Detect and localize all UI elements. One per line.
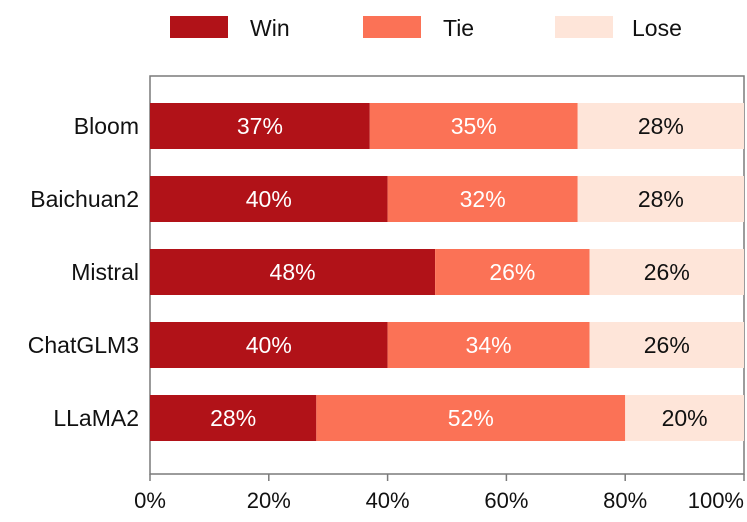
value-label-bloom-lose: 28% xyxy=(638,113,684,139)
x-tick-label-60: 60% xyxy=(484,488,528,513)
legend-swatch-tie xyxy=(363,16,421,38)
category-label-mistral: Mistral xyxy=(71,259,139,285)
value-label-bloom-tie: 35% xyxy=(451,113,497,139)
bar-bloom-lose xyxy=(577,103,744,149)
category-label-llama2: LLaMA2 xyxy=(53,405,139,431)
value-label-baichuan2-tie: 32% xyxy=(460,186,506,212)
bar-chatglm3-win xyxy=(150,322,388,368)
bar-mistral-lose xyxy=(589,249,744,295)
value-label-chatglm3-lose: 26% xyxy=(644,332,690,358)
x-tick-label-20: 20% xyxy=(247,488,291,513)
legend: Win Tie Lose xyxy=(170,15,682,41)
bar-llama2-win xyxy=(150,395,317,441)
category-label-baichuan2: Baichuan2 xyxy=(30,186,139,212)
bar-baichuan2-tie xyxy=(387,176,578,222)
category-labels: Bloom Baichuan2 Mistral ChatGLM3 LLaMA2 xyxy=(28,113,139,431)
x-axis: 0% 20% 40% 60% 80% 100% xyxy=(134,474,745,513)
x-tick-label-40: 40% xyxy=(366,488,410,513)
value-label-chatglm3-win: 40% xyxy=(246,332,292,358)
legend-label-lose: Lose xyxy=(632,15,682,41)
value-label-mistral-tie: 26% xyxy=(489,259,535,285)
bar-bloom-tie xyxy=(369,103,578,149)
value-label-llama2-lose: 20% xyxy=(662,405,708,431)
category-label-bloom: Bloom xyxy=(74,113,139,139)
value-label-bloom-win: 37% xyxy=(237,113,283,139)
x-tick-label-100: 100% xyxy=(688,488,744,513)
value-label-baichuan2-win: 40% xyxy=(246,186,292,212)
value-label-llama2-tie: 52% xyxy=(448,405,494,431)
category-label-chatglm3: ChatGLM3 xyxy=(28,332,139,358)
bar-mistral-win xyxy=(150,249,436,295)
value-label-baichuan2-lose: 28% xyxy=(638,186,684,212)
bar-bloom-win xyxy=(150,103,370,149)
legend-swatch-win xyxy=(170,16,228,38)
x-tick-label-80: 80% xyxy=(603,488,647,513)
value-label-llama2-win: 28% xyxy=(210,405,256,431)
bar-chatglm3-lose xyxy=(589,322,744,368)
bar-baichuan2-lose xyxy=(577,176,744,222)
bar-llama2-lose xyxy=(625,395,744,441)
bar-mistral-tie xyxy=(435,249,590,295)
bar-chatglm3-tie xyxy=(387,322,590,368)
bar-baichuan2-win xyxy=(150,176,388,222)
legend-swatch-lose xyxy=(555,16,613,38)
x-tick-label-0: 0% xyxy=(134,488,166,513)
legend-label-win: Win xyxy=(250,15,290,41)
value-label-mistral-lose: 26% xyxy=(644,259,690,285)
bars: 37% 35% 28% 40% 32% 28% 48% 26% 26% 40% 34% 26% 28% 5… xyxy=(150,103,744,441)
value-label-mistral-win: 48% xyxy=(270,259,316,285)
bar-llama2-tie xyxy=(316,395,626,441)
legend-label-tie: Tie xyxy=(443,15,474,41)
value-label-chatglm3-tie: 34% xyxy=(466,332,512,358)
